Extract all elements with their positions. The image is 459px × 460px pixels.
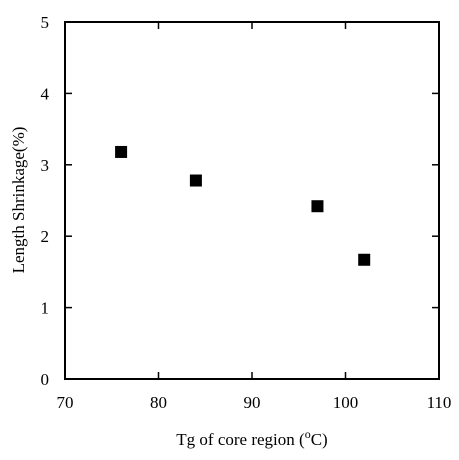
x-tick-label: 100	[333, 393, 359, 412]
y-axis-label: Length Shrinkage(%)	[9, 127, 28, 274]
data-point	[115, 145, 128, 158]
data-points	[115, 145, 371, 266]
tick-labels: 70 80 90 100 110 0 1 2 3 4 5	[41, 13, 452, 412]
x-tick-label: 90	[244, 393, 261, 412]
y-tick-label: 4	[41, 84, 50, 103]
y-tick-label: 3	[41, 156, 50, 175]
axis-ticks	[64, 21, 440, 380]
data-point	[358, 253, 371, 266]
x-tick-label: 110	[427, 393, 452, 412]
y-tick-label: 5	[41, 13, 50, 32]
y-tick-label: 2	[41, 227, 50, 246]
x-tick-label: 80	[150, 393, 167, 412]
plot-frame	[64, 21, 440, 380]
data-point	[189, 174, 202, 187]
x-axis-label: Tg of core region (oC)	[176, 427, 327, 449]
x-tick-label: 70	[57, 393, 74, 412]
y-tick-label: 0	[41, 370, 50, 389]
data-point	[311, 200, 324, 213]
y-tick-label: 1	[41, 299, 50, 318]
